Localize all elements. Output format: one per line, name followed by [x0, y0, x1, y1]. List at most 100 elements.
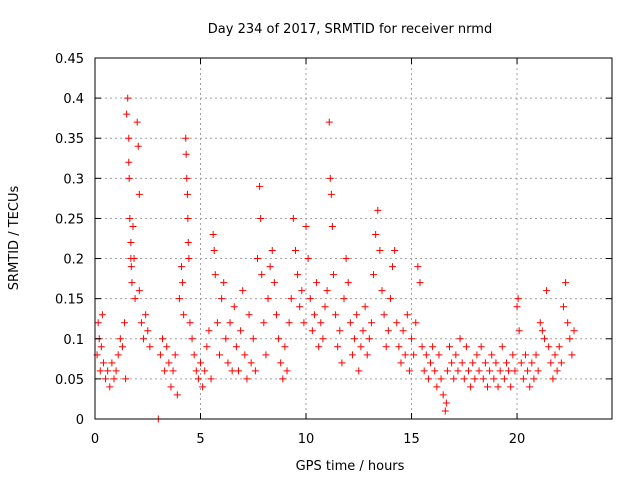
data-point	[285, 319, 293, 327]
data-point	[185, 255, 193, 263]
data-point	[524, 367, 532, 375]
data-point	[306, 295, 314, 303]
data-point	[296, 303, 304, 311]
data-point	[165, 359, 173, 367]
y-tick-label: 0.2	[63, 253, 84, 268]
data-point	[210, 247, 218, 255]
data-point	[448, 359, 456, 367]
data-point	[515, 327, 523, 335]
data-point	[386, 295, 394, 303]
data-point	[116, 335, 124, 343]
data-point	[443, 367, 451, 375]
data-point	[169, 367, 177, 375]
data-point	[203, 343, 211, 351]
data-point	[433, 383, 441, 391]
data-point	[437, 375, 445, 383]
data-point	[129, 222, 137, 230]
data-point	[365, 335, 373, 343]
data-point	[289, 214, 297, 222]
data-point	[146, 343, 154, 351]
data-point	[294, 271, 302, 279]
data-point	[357, 343, 365, 351]
chart-title: Day 234 of 2017, SRMTID for receiver nrm…	[208, 22, 492, 37]
data-point	[186, 319, 194, 327]
data-point	[167, 383, 175, 391]
data-point	[179, 279, 187, 287]
data-point	[566, 335, 574, 343]
data-point	[184, 214, 192, 222]
data-point	[131, 295, 139, 303]
data-point	[429, 343, 437, 351]
data-point	[156, 351, 164, 359]
data-point	[256, 182, 264, 190]
data-point	[538, 327, 546, 335]
x-tick-label: 10	[298, 432, 315, 447]
data-point	[564, 319, 572, 327]
data-point	[122, 375, 130, 383]
data-point	[224, 359, 232, 367]
data-point	[500, 375, 508, 383]
data-point	[317, 319, 325, 327]
data-point	[534, 367, 542, 375]
data-point	[416, 279, 424, 287]
data-point	[439, 391, 447, 399]
data-point	[300, 319, 308, 327]
data-point	[125, 134, 133, 142]
data-point	[304, 255, 312, 263]
data-point	[391, 247, 399, 255]
data-point	[547, 359, 555, 367]
data-point	[127, 263, 135, 271]
data-point	[462, 343, 470, 351]
data-point	[184, 239, 192, 247]
data-point	[359, 327, 367, 335]
data-point	[442, 399, 450, 407]
data-point	[479, 375, 487, 383]
data-point	[372, 230, 380, 238]
data-point	[277, 359, 285, 367]
data-point	[125, 158, 133, 166]
data-point	[220, 279, 228, 287]
data-point	[283, 367, 291, 375]
data-point	[532, 351, 540, 359]
data-point	[327, 190, 335, 198]
data-point	[507, 383, 515, 391]
data-point	[315, 343, 323, 351]
data-point	[399, 327, 407, 335]
data-point	[137, 319, 145, 327]
data-point	[367, 319, 375, 327]
x-tick-label: 0	[91, 432, 99, 447]
data-point	[549, 375, 557, 383]
data-point	[194, 375, 202, 383]
data-point	[243, 375, 251, 383]
y-tick-label: 0.25	[55, 212, 84, 227]
data-point	[477, 343, 485, 351]
data-point	[486, 367, 494, 375]
data-point	[511, 367, 519, 375]
data-point	[268, 247, 276, 255]
data-point	[188, 335, 196, 343]
data-point	[134, 142, 142, 150]
data-point	[553, 367, 561, 375]
data-point	[336, 327, 344, 335]
data-point	[205, 327, 213, 335]
plot-frame	[94, 57, 613, 420]
data-point	[298, 287, 306, 295]
data-point	[144, 327, 152, 335]
data-point	[410, 351, 418, 359]
data-point	[110, 375, 118, 383]
data-point	[471, 375, 479, 383]
data-point	[135, 190, 143, 198]
x-tick-label: 20	[509, 432, 526, 447]
y-axis-label: SRMTID / TECUs	[7, 186, 22, 291]
data-point	[329, 271, 337, 279]
data-point	[133, 118, 141, 126]
data-point	[384, 327, 392, 335]
data-point	[505, 367, 513, 375]
data-point	[321, 303, 329, 311]
data-point	[222, 335, 230, 343]
data-point	[328, 222, 336, 230]
data-point	[342, 255, 350, 263]
data-point	[124, 94, 132, 102]
data-point	[183, 190, 191, 198]
data-point	[420, 367, 428, 375]
